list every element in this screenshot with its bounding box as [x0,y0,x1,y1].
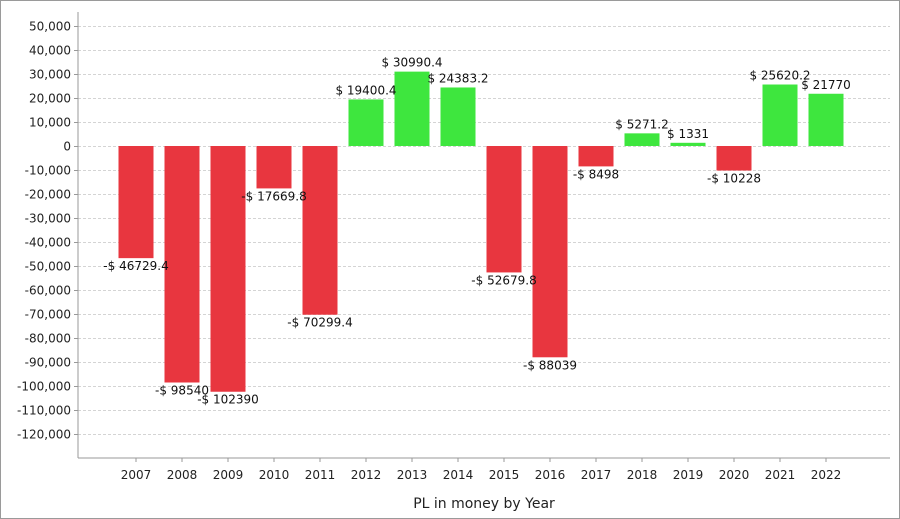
bar-2010 [256,146,292,189]
y-tick-label: 40,000 [29,44,71,58]
x-tick-label: 2010 [259,468,290,482]
bar-2018 [624,133,660,146]
data-label-2008: -$ 98540 [155,383,209,397]
y-tick-label: -90,000 [25,356,71,370]
y-tick-label: -10,000 [25,164,71,178]
bar-2020 [716,146,752,171]
data-labels: -$ 46729.4 -$ 98540-$ 102390 -$ 17669.8 -$ … [103,56,851,407]
x-tick-label: 2017 [581,468,612,482]
y-axis-ticks: 50,000 40,000 30,000 20,000 10,000 0 -10,000 -2… [17,20,78,442]
data-label-2010: -$ 17669.8 [241,189,306,203]
y-tick-label: -30,000 [25,212,71,226]
x-tick-label: 2008 [167,468,198,482]
bar-2008 [164,146,200,383]
x-tick-label: 2019 [673,468,704,482]
bar-2007 [118,146,154,259]
y-tick-label: -50,000 [25,260,71,274]
bars [118,71,844,392]
data-label-2020: -$ 10228 [707,172,761,186]
bar-2014 [440,87,476,146]
y-tick-label: -20,000 [25,188,71,202]
data-label-2014: $ 24383.2 [427,71,488,85]
data-label-2019: $ 1331 [667,127,709,141]
y-tick-label: -110,000 [17,404,71,418]
data-label-2011: -$ 70299.4 [287,316,352,330]
bar-2017 [578,146,614,167]
y-tick-label: -100,000 [17,380,71,394]
bar-2011 [302,146,338,315]
x-tick-label: 2011 [305,468,336,482]
bar-2013 [394,71,430,146]
y-tick-label: -120,000 [17,428,71,442]
data-label-2021: $ 25620.2 [749,69,810,83]
bar-2015 [486,146,522,273]
data-label-2022: $ 21770 [801,78,851,92]
y-tick-label: 20,000 [29,92,71,106]
data-label-2017: -$ 8498 [573,167,619,181]
x-tick-label: 2009 [213,468,244,482]
x-tick-label: 2015 [489,468,520,482]
x-tick-label: 2016 [535,468,566,482]
y-tick-label: -70,000 [25,308,71,322]
y-tick-label: -80,000 [25,332,71,346]
x-tick-label: 2021 [765,468,796,482]
x-axis-title: PL in money by Year [413,496,555,512]
y-tick-label: -60,000 [25,284,71,298]
x-tick-label: 2022 [811,468,842,482]
x-tick-label: 2018 [627,468,658,482]
y-tick-label: 0 [63,140,71,154]
x-tick-label: 2013 [397,468,428,482]
x-tick-label: 2020 [719,468,750,482]
y-tick-label: 30,000 [29,68,71,82]
y-tick-label: 50,000 [29,20,71,34]
data-label-2013: $ 30990.4 [381,56,442,70]
y-tick-label: -40,000 [25,236,71,250]
data-label-2009: -$ 102390 [197,393,259,407]
y-tick-label: 10,000 [29,116,71,130]
data-label-2015: -$ 52679.8 [471,273,536,287]
data-label-2016: -$ 88039 [523,358,577,372]
data-label-2018: $ 5271.2 [615,117,668,131]
bar-2016 [532,146,568,358]
x-tick-label: 2014 [443,468,474,482]
x-tick-label: 2007 [121,468,152,482]
data-label-2012: $ 19400.4 [335,83,396,97]
bar-2022 [808,93,844,146]
data-label-2007: -$ 46729.4 [103,259,168,273]
bar-2012 [348,99,384,146]
x-tick-label: 2012 [351,468,382,482]
bar-2019 [670,142,706,146]
bar-2009 [210,146,246,392]
x-axis-ticks: 2007 2008 2009 2010 2011 2012 2013 2014 2015 2016… [121,458,842,482]
bar-2021 [762,84,798,146]
